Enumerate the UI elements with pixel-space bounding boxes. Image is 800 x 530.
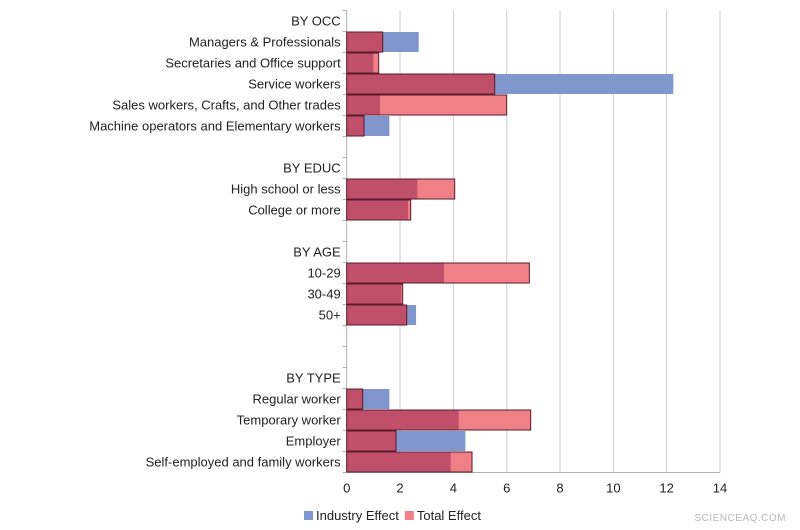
bar-total-effect-outline [346,283,404,305]
legend-label: Total Effect [417,508,481,523]
bar-total-effect-outline [346,388,364,410]
bar-total-effect-outline [346,430,397,452]
bar-overlap [346,305,407,325]
bar-total-effect-outline [346,451,473,473]
bar-overlap [346,116,365,136]
x-tick-label: 10 [606,481,620,496]
bar-overlap [346,200,409,220]
y-category-label: BY OCC [291,14,341,29]
y-category-label: BY TYPE [286,371,341,386]
y-category-label: Regular worker [253,392,342,407]
x-tick-label: 14 [713,481,727,496]
bar-total-effect-outline [346,73,496,95]
y-category-label: 50+ [319,308,341,323]
bar-total-effect [346,95,507,115]
y-category-label: Service workers [248,77,341,92]
x-tick-label: 4 [450,481,457,496]
legend-swatch [404,511,414,520]
y-category-label: BY EDUC [283,161,341,176]
bar-total-effect-outline [346,304,408,326]
y-category-label: Managers & Professionals [189,35,341,50]
y-category-label: College or more [248,203,341,218]
x-tick-label: 8 [556,481,563,496]
bar-overlap [346,74,495,94]
watermark: SCIENCEAQ.COM [694,513,786,524]
bar-total-effect-outline [346,94,508,116]
x-tick-label: 0 [343,481,350,496]
legend-swatch [304,511,313,520]
y-category-label: BY AGE [293,245,341,260]
x-tick-label: 2 [396,481,403,496]
bar-overlap [346,431,397,451]
bar-total-effect-outline [346,409,532,431]
bar-total-effect-outline [346,115,365,137]
y-category-label: Temporary worker [237,413,342,428]
bar-overlap [346,263,445,283]
bar-overlap [346,32,383,52]
legend-label: Industry Effect [316,508,399,523]
bar-overlap [346,284,402,304]
bar-overlap [346,389,363,409]
y-category-label: 30-49 [307,287,340,302]
y-category-label: Employer [286,434,342,449]
bar-overlap [346,410,459,430]
bar-total-effect-outline [346,52,380,74]
bar-total-effect-outline [346,199,412,221]
y-category-label: 10-29 [307,266,340,281]
bar-total-effect-outline [346,31,384,53]
x-tick-label: 6 [503,481,510,496]
y-category-label: Secretaries and Office support [165,56,341,71]
y-category-label: Sales workers, Crafts, and Other trades [112,98,341,113]
y-category-label: Self-employed and family workers [146,455,342,470]
bar-overlap [346,53,374,73]
bar-overlap [346,179,418,199]
y-category-label: High school or less [231,182,341,197]
bar-overlap [346,452,451,472]
bar-total-effect-outline [346,262,530,284]
bar-total-effect-outline [346,178,456,200]
bar-overlap [346,95,381,115]
y-category-label: Machine operators and Elementary workers [89,119,341,134]
x-tick-label: 12 [659,481,673,496]
